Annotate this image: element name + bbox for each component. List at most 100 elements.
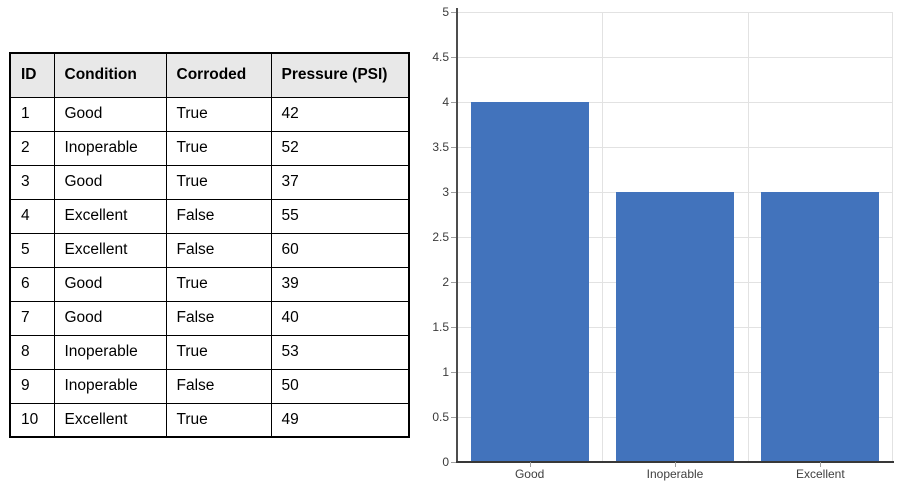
gridline-vertical bbox=[602, 12, 604, 462]
y-axis-tick bbox=[451, 417, 456, 418]
x-axis-tick bbox=[820, 462, 822, 467]
table-cell: 10 bbox=[9, 402, 55, 438]
table-cell: 49 bbox=[270, 402, 410, 438]
table-row: 3 Good True 37 bbox=[9, 164, 410, 200]
column-header-0: ID bbox=[9, 52, 55, 98]
y-tick-label: 2 bbox=[442, 275, 449, 289]
chart-plot bbox=[457, 12, 893, 462]
table-cell: False bbox=[165, 198, 272, 234]
table-header-row: ID Condition Corroded Pressure (PSI) bbox=[9, 52, 410, 98]
column-header-1: Condition bbox=[53, 52, 167, 98]
column-header-3: Pressure (PSI) bbox=[270, 52, 410, 98]
table-cell: Excellent bbox=[53, 402, 167, 438]
x-axis-tick bbox=[675, 462, 676, 467]
x-tick-label: Inoperable bbox=[646, 467, 704, 481]
table-cell: 39 bbox=[270, 266, 410, 302]
y-tick-label: 0.5 bbox=[432, 410, 449, 424]
table-cell: Inoperable bbox=[53, 368, 167, 404]
y-tick-label: 3 bbox=[442, 185, 449, 199]
table-row: 5 Excellent False 60 bbox=[9, 232, 410, 268]
table-cell: False bbox=[165, 232, 272, 268]
y-tick-label: 0 bbox=[442, 455, 449, 469]
table-cell: 7 bbox=[9, 300, 55, 336]
bar-chart: 0 0.5 1 1.5 2 2.5 3 3.5 4 4.5 5 Good Inoperable Excel… bbox=[425, 0, 904, 487]
table-cell: True bbox=[165, 266, 272, 302]
table-cell: 2 bbox=[9, 130, 55, 166]
table-cell: 1 bbox=[9, 96, 55, 132]
table-cell: 40 bbox=[270, 300, 410, 336]
table-body: 1 Good True 42 2 Inoperable True 52 3 Good True 37 4… bbox=[9, 96, 410, 438]
y-axis-tick bbox=[451, 57, 456, 58]
table-row: 1 Good True 42 bbox=[9, 96, 410, 132]
y-axis-tick bbox=[451, 237, 456, 238]
table-cell: 3 bbox=[9, 164, 55, 200]
table-row: 8 Inoperable True 53 bbox=[9, 334, 410, 370]
y-tick-label: 1 bbox=[442, 365, 449, 379]
y-axis-tick bbox=[451, 192, 456, 193]
table-cell: 8 bbox=[9, 334, 55, 370]
y-axis-tick bbox=[451, 102, 456, 103]
table-row: 2 Inoperable True 52 bbox=[9, 130, 410, 166]
table-cell: Good bbox=[53, 96, 167, 132]
table-cell: False bbox=[165, 368, 272, 404]
table-cell: True bbox=[165, 96, 272, 132]
y-axis-tick bbox=[451, 282, 456, 283]
table-cell: 5 bbox=[9, 232, 55, 268]
y-tick-label: 4 bbox=[442, 95, 449, 109]
table-cell: 37 bbox=[270, 164, 410, 200]
table-cell: 60 bbox=[270, 232, 410, 268]
table-row: 10 Excellent True 49 bbox=[9, 402, 410, 438]
table-cell: False bbox=[165, 300, 272, 336]
y-axis-tick bbox=[451, 372, 456, 373]
table-cell: 55 bbox=[270, 198, 410, 234]
table-cell: 52 bbox=[270, 130, 410, 166]
table-cell: True bbox=[165, 130, 272, 166]
gridline-horizontal bbox=[457, 57, 893, 58]
y-axis-tick bbox=[451, 12, 456, 13]
table-cell: 9 bbox=[9, 368, 55, 404]
table-cell: Inoperable bbox=[53, 334, 167, 370]
y-tick-label: 4.5 bbox=[432, 50, 449, 64]
gridline-vertical bbox=[747, 12, 749, 462]
table-row: 6 Good True 39 bbox=[9, 266, 410, 302]
y-axis bbox=[456, 8, 458, 462]
gridline-horizontal bbox=[457, 102, 893, 103]
table-cell: True bbox=[165, 334, 272, 370]
table-cell: True bbox=[165, 402, 272, 438]
gridline-vertical bbox=[892, 12, 893, 462]
gridline-horizontal bbox=[457, 12, 893, 13]
table-cell: 42 bbox=[270, 96, 410, 132]
y-tick-label: 2.5 bbox=[432, 230, 449, 244]
table-cell: True bbox=[165, 164, 272, 200]
bar-excellent bbox=[761, 192, 880, 462]
table-cell: 6 bbox=[9, 266, 55, 302]
y-axis-tick bbox=[451, 462, 456, 463]
y-tick-label: 1.5 bbox=[432, 320, 449, 334]
table-cell: 4 bbox=[9, 198, 55, 234]
y-axis-tick bbox=[451, 147, 456, 148]
bar-good bbox=[470, 102, 589, 462]
table-cell: Good bbox=[53, 164, 167, 200]
table-cell: 50 bbox=[270, 368, 410, 404]
y-axis-tick bbox=[451, 327, 456, 328]
data-table: ID Condition Corroded Pressure (PSI) 1 Good T… bbox=[9, 52, 410, 438]
x-axis bbox=[456, 460, 894, 463]
column-header-2: Corroded bbox=[165, 52, 272, 98]
x-tick-label: Excellent bbox=[795, 467, 845, 481]
bar-inoperable bbox=[616, 192, 734, 462]
table-row: 4 Excellent False 55 bbox=[9, 198, 410, 234]
x-axis-tick bbox=[529, 462, 531, 467]
table-cell: Excellent bbox=[53, 198, 167, 234]
table-cell: 53 bbox=[270, 334, 410, 370]
x-tick-label: Good bbox=[514, 467, 545, 481]
table-cell: Good bbox=[53, 266, 167, 302]
table-cell: Good bbox=[53, 300, 167, 336]
y-tick-label: 3.5 bbox=[432, 140, 449, 154]
table-cell: Inoperable bbox=[53, 130, 167, 166]
y-tick-label: 5 bbox=[442, 5, 449, 19]
table-cell: Excellent bbox=[53, 232, 167, 268]
gridline-horizontal bbox=[457, 147, 893, 148]
table-row: 9 Inoperable False 50 bbox=[9, 368, 410, 404]
table-row: 7 Good False 40 bbox=[9, 300, 410, 336]
